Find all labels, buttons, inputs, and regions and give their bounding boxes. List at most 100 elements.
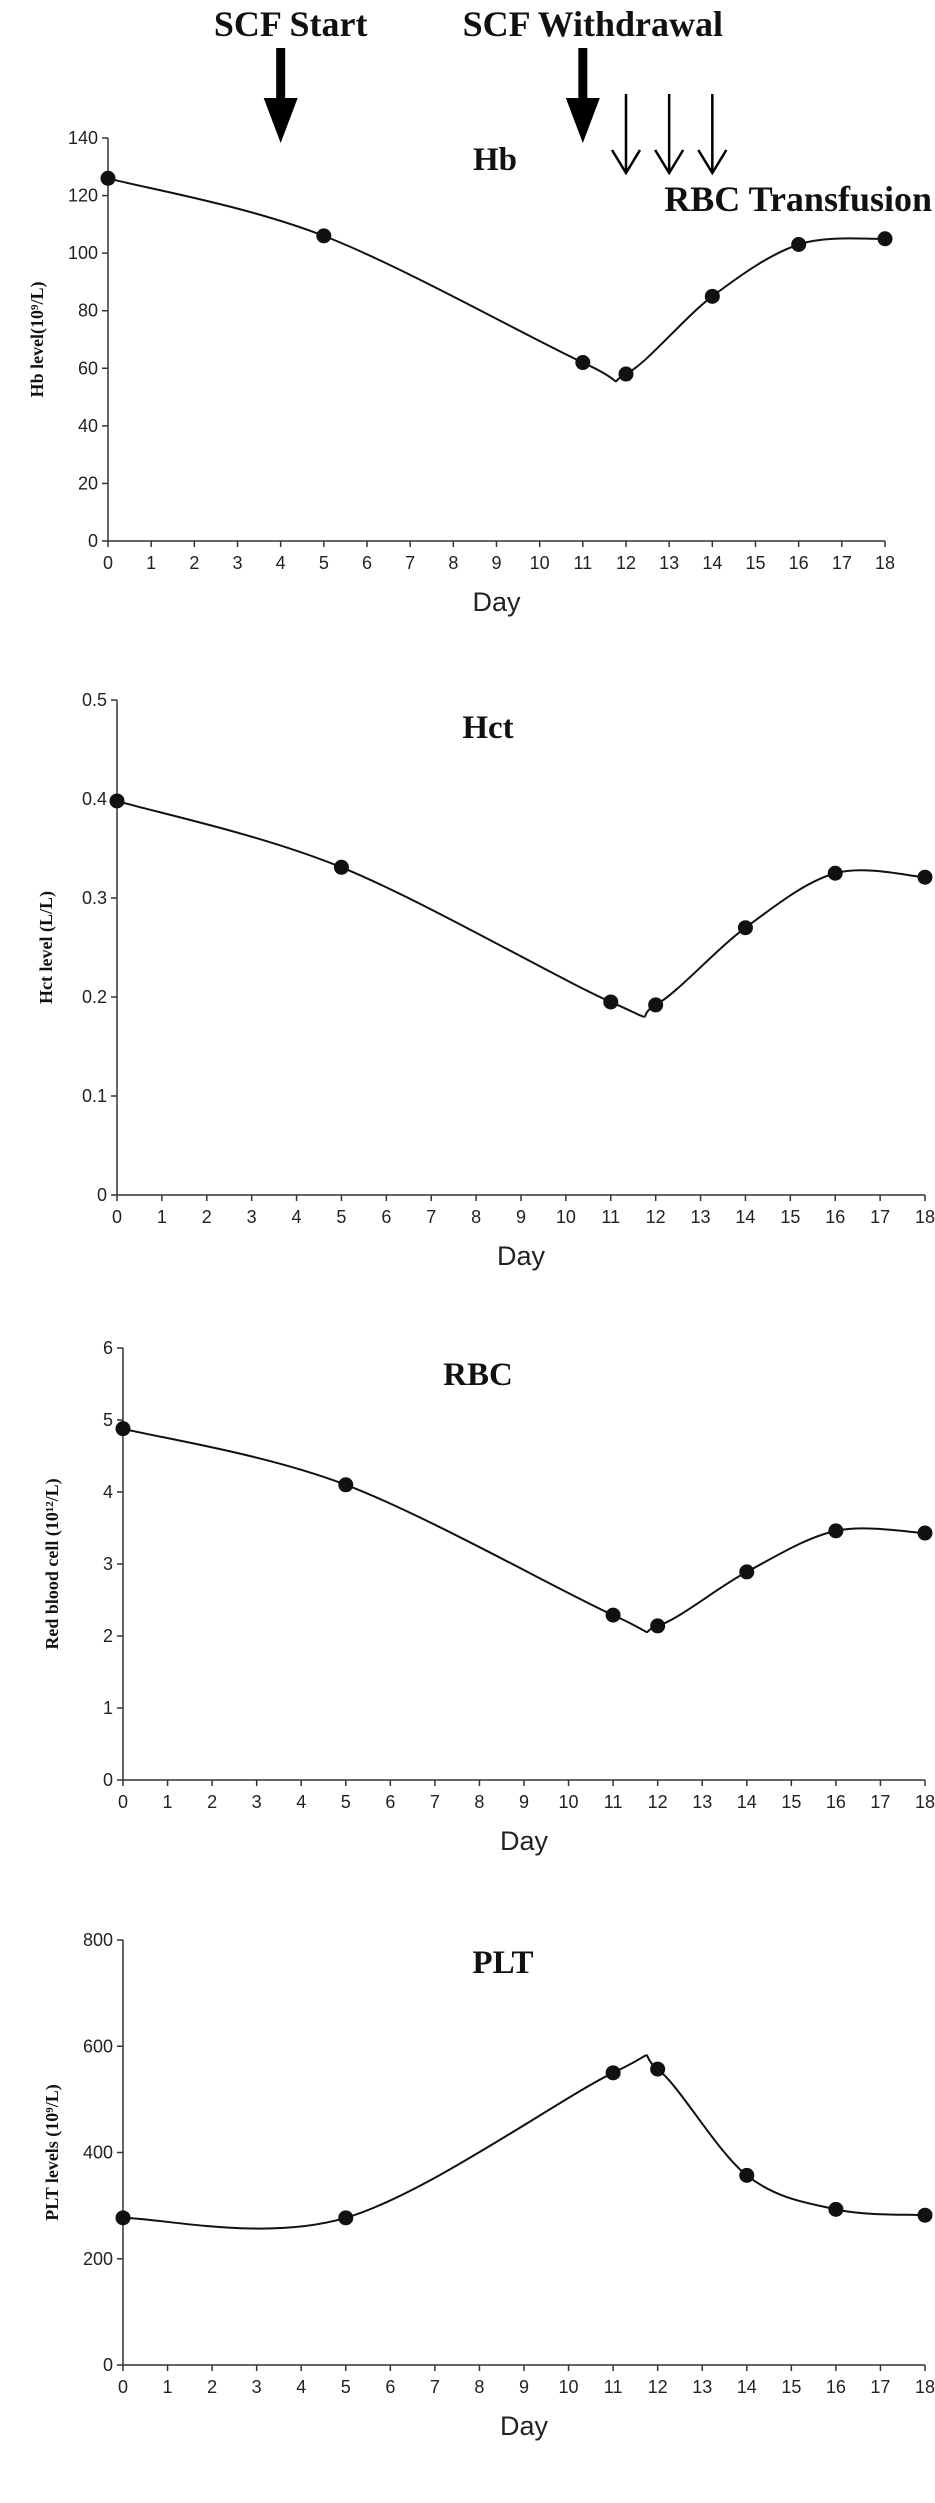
x-tick-label: 12 [648,1792,668,1812]
series-line [107,177,886,383]
y-tick-label: 200 [83,2249,113,2269]
y-axis-title: Hb level(10⁹/L) [27,282,48,398]
y-tick-label: 0 [103,1770,113,1790]
x-axis-title: Day [500,2411,549,2441]
data-point [338,1477,354,1493]
x-tick-label: 18 [915,1207,935,1227]
data-point [650,1618,666,1634]
chart-title: Hct [462,710,513,746]
x-axis-title: Day [497,1241,546,1271]
x-tick-label: 13 [692,1792,712,1812]
x-tick-label: 18 [915,2377,935,2397]
x-tick-label: 13 [659,553,679,573]
x-tick-label: 4 [296,2377,306,2397]
x-tick-label: 0 [112,1207,122,1227]
y-tick-label: 60 [78,358,98,378]
data-point [917,2207,933,2223]
x-tick-label: 6 [385,1792,395,1812]
x-tick-label: 16 [826,1792,846,1812]
y-tick-label: 600 [83,2036,113,2056]
x-tick-label: 1 [163,1792,173,1812]
x-tick-label: 9 [519,1792,529,1812]
data-point [100,170,116,186]
x-tick-label: 1 [157,1207,167,1227]
x-tick-label: 14 [737,2377,757,2397]
y-tick-label: 0 [97,1185,107,1205]
x-tick-label: 8 [448,553,458,573]
y-axis-title: Red blood cell (10¹²/L) [42,1478,63,1649]
x-tick-label: 12 [648,2377,668,2397]
x-tick-label: 17 [870,2377,890,2397]
chart-title: RBC [443,1357,513,1393]
data-point [575,355,591,371]
data-point [115,1421,131,1437]
x-tick-label: 4 [296,1792,306,1812]
x-tick-label: 0 [118,1792,128,1812]
y-tick-label: 0.2 [82,987,107,1007]
x-tick-label: 14 [702,553,722,573]
x-tick-label: 7 [430,2377,440,2397]
x-tick-label: 5 [319,553,329,573]
x-tick-label: 15 [781,2377,801,2397]
y-tick-label: 3 [103,1554,113,1574]
x-tick-label: 17 [870,1792,890,1812]
y-tick-label: 6 [103,1338,113,1358]
y-tick-label: 0.4 [82,789,107,809]
rbc-transfusion-label: RBC Transfusion [664,179,932,219]
data-point [605,2065,621,2081]
x-tick-label: 11 [601,1207,620,1227]
data-point [917,1525,933,1541]
y-tick-label: 0.3 [82,888,107,908]
x-tick-label: 1 [146,553,156,573]
x-tick-label: 16 [825,1207,845,1227]
y-tick-label: 20 [78,473,98,493]
scf-withdrawal-arrow-head [565,98,600,143]
x-tick-label: 3 [252,2377,262,2397]
x-tick-label: 10 [559,1792,579,1812]
x-tick-label: 0 [118,2377,128,2397]
data-point [650,2061,666,2077]
y-tick-label: 1 [103,1698,113,1718]
x-tick-label: 3 [247,1207,257,1227]
data-point [333,859,349,875]
x-tick-label: 15 [745,553,765,573]
scf-start-label: SCF Start [214,4,368,44]
y-tick-label: 120 [68,186,98,206]
x-tick-label: 9 [491,553,501,573]
x-tick-label: 6 [385,2377,395,2397]
data-point [827,865,843,881]
treatment-annotations: SCF Start SCF Withdrawal RBC Transfusion [214,4,932,219]
x-tick-label: 15 [780,1207,800,1227]
y-axis-title: Hct level (L/L) [36,891,57,1004]
data-point [704,288,720,304]
data-point [109,793,125,809]
x-tick-label: 5 [341,1792,351,1812]
y-axis-title: PLT levels (10⁹/L) [42,2084,63,2220]
x-tick-label: 12 [616,553,636,573]
x-tick-label: 9 [519,2377,529,2397]
transfusion-arrow-head [610,149,642,176]
y-tick-label: 800 [83,1930,113,1950]
x-tick-label: 15 [781,1792,801,1812]
x-tick-label: 0 [103,553,113,573]
x-tick-label: 10 [559,2377,579,2397]
y-tick-label: 0 [88,531,98,551]
data-point [828,2201,844,2217]
x-tick-label: 6 [381,1207,391,1227]
x-tick-label: 14 [735,1207,755,1227]
x-axis-title: Day [500,1826,549,1856]
x-tick-label: 3 [232,553,242,573]
scf-withdrawal-arrow-shaft [578,48,588,106]
x-tick-label: 6 [362,553,372,573]
x-tick-label: 11 [604,2377,623,2397]
y-tick-label: 400 [83,2143,113,2163]
x-tick-label: 2 [189,553,199,573]
data-point [739,2167,755,2183]
data-point [917,869,933,885]
y-tick-label: 2 [103,1626,113,1646]
data-point [338,2210,354,2226]
x-tick-label: 7 [426,1207,436,1227]
